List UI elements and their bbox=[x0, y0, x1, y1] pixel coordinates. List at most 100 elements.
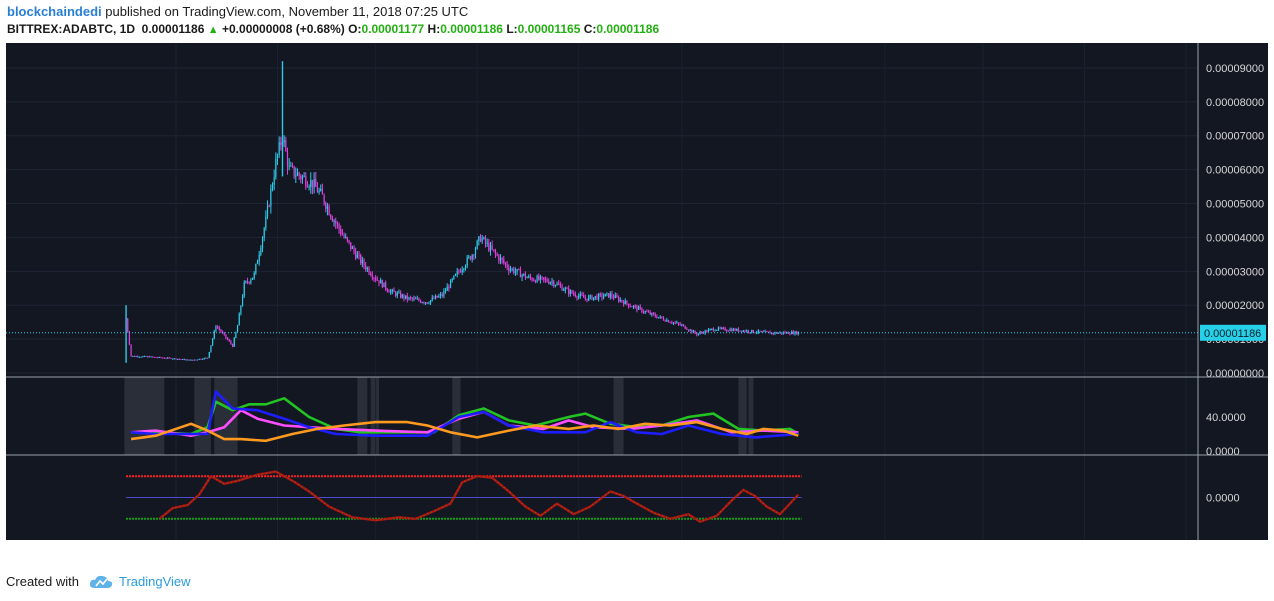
candle-body bbox=[271, 185, 274, 189]
candle-body bbox=[290, 165, 292, 167]
candle-body bbox=[451, 278, 453, 281]
candle-body bbox=[644, 311, 646, 313]
candle-body bbox=[614, 295, 616, 299]
candle-body bbox=[558, 283, 560, 285]
created-with-text: Created with bbox=[6, 574, 79, 589]
candle-body bbox=[311, 179, 314, 188]
volatility-line bbox=[130, 420, 799, 443]
candle-body bbox=[574, 294, 576, 297]
candle-body bbox=[187, 359, 189, 361]
candle-body bbox=[674, 322, 676, 324]
candle-body bbox=[278, 142, 280, 155]
tradingview-brand[interactable]: TradingView bbox=[118, 574, 191, 589]
candle-body bbox=[777, 332, 779, 334]
candle-body bbox=[706, 330, 708, 332]
candle-body bbox=[764, 331, 766, 333]
candle-body bbox=[759, 330, 761, 332]
candle-body bbox=[639, 306, 641, 308]
candle-body bbox=[598, 294, 600, 300]
candle-body bbox=[483, 237, 485, 239]
candle-body bbox=[642, 311, 645, 313]
candle-body bbox=[348, 240, 350, 243]
candle-body bbox=[684, 325, 686, 329]
candle-body bbox=[152, 356, 154, 358]
adx-line bbox=[131, 390, 799, 439]
candle-body bbox=[622, 301, 625, 305]
candle-body bbox=[350, 242, 352, 249]
candle-body bbox=[273, 177, 275, 186]
candle-body bbox=[576, 296, 578, 298]
candle-body bbox=[548, 281, 550, 284]
candle-body bbox=[218, 327, 220, 330]
candle-body bbox=[524, 273, 527, 278]
candle-body bbox=[667, 320, 670, 323]
candle-body bbox=[671, 322, 673, 324]
candle-body bbox=[529, 276, 532, 279]
candle-body bbox=[240, 305, 242, 314]
candle-body bbox=[385, 282, 387, 289]
candle-body bbox=[769, 331, 771, 334]
candle-body bbox=[390, 291, 392, 293]
candle-body bbox=[355, 251, 357, 259]
candle-body bbox=[736, 328, 738, 331]
candle-body bbox=[611, 293, 613, 297]
y-tick-label: 0.00007000 bbox=[1206, 131, 1264, 143]
low-value: 0.00001165 bbox=[517, 22, 581, 36]
candle-body bbox=[253, 273, 255, 278]
oscillator-y-tick-label: 0.0000 bbox=[1206, 493, 1240, 505]
candle-body bbox=[138, 356, 140, 358]
symbol-label[interactable]: BITTREX:ADABTC, 1D bbox=[7, 22, 135, 36]
candle-body bbox=[236, 325, 239, 332]
candle-body bbox=[591, 295, 593, 300]
candle-body bbox=[709, 329, 711, 331]
candle-body bbox=[335, 220, 337, 224]
candle-body bbox=[446, 286, 448, 291]
candle-body bbox=[336, 223, 339, 225]
candle-body bbox=[205, 357, 207, 359]
candle-body bbox=[265, 216, 267, 229]
candle-body bbox=[601, 294, 603, 298]
candle-body bbox=[213, 330, 215, 339]
candle-body bbox=[726, 330, 728, 332]
y-tick-label: 0.00003000 bbox=[1206, 266, 1264, 278]
candle-body bbox=[391, 289, 393, 292]
candle-body bbox=[468, 256, 470, 258]
candle-body bbox=[569, 290, 571, 294]
candle-body bbox=[286, 150, 289, 167]
candle-body bbox=[794, 331, 796, 335]
candle-body bbox=[360, 255, 362, 264]
candle-body bbox=[489, 245, 492, 251]
candle-body bbox=[423, 302, 425, 304]
chart-svg[interactable]: 0.000000000.000010000.000020000.00003000… bbox=[6, 43, 1268, 555]
chart-area[interactable]: 0.000000000.000010000.000020000.00003000… bbox=[6, 43, 1268, 555]
candle-body bbox=[168, 357, 170, 359]
candle-body bbox=[418, 298, 420, 301]
candle-body bbox=[729, 329, 731, 331]
candle-body bbox=[424, 302, 427, 304]
candle-body bbox=[553, 281, 555, 286]
shaded-period bbox=[370, 377, 379, 455]
candle-body bbox=[564, 288, 566, 291]
candle-body bbox=[488, 242, 490, 251]
candle-body bbox=[752, 329, 754, 333]
candle-body bbox=[208, 351, 210, 358]
candle-body bbox=[260, 247, 262, 255]
candle-body bbox=[431, 297, 433, 301]
candle-body bbox=[539, 276, 541, 280]
candle-body bbox=[300, 175, 302, 180]
candle-body bbox=[356, 254, 358, 259]
candle-body bbox=[434, 295, 437, 299]
tradingview-logo[interactable]: TradingView bbox=[89, 574, 191, 589]
candle-body bbox=[323, 194, 325, 204]
candle-body bbox=[183, 358, 185, 360]
candle-body bbox=[742, 330, 744, 332]
high-label: H: bbox=[427, 22, 441, 36]
candle-body bbox=[608, 293, 610, 298]
candle-body bbox=[627, 303, 630, 307]
candle-body bbox=[662, 318, 665, 321]
candle-body bbox=[251, 277, 254, 280]
candle-body bbox=[646, 311, 648, 313]
candle-body bbox=[654, 314, 656, 317]
candle-body bbox=[508, 267, 510, 271]
publisher-link[interactable]: blockchaindedi bbox=[7, 4, 102, 19]
